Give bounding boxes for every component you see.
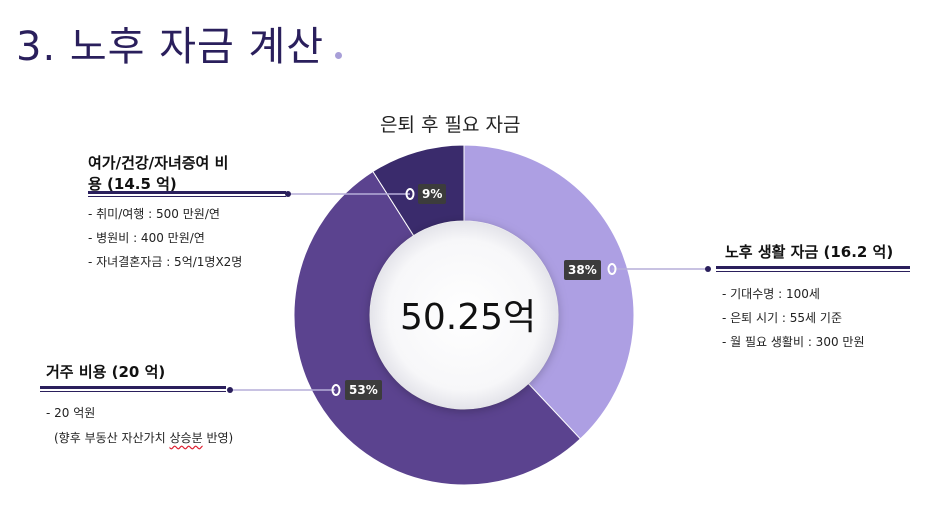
housing-heading-rule-thin (40, 391, 226, 392)
living-heading: 노후 생활 자금 (16.2 억) (725, 243, 894, 261)
donut-center-disc (370, 221, 558, 409)
chart-title: 은퇴 후 필요 자금 (380, 114, 521, 136)
housing-note-marked: 상승분 (169, 431, 203, 445)
page-title: 3. 노후 자금 계산 (16, 24, 325, 70)
leader-dot-living (705, 266, 711, 272)
marker-ring-leisure (405, 188, 415, 200)
housing-heading-rule (40, 386, 226, 389)
housing-note: (향후 부동산 자산가치 상승분 반영) (54, 429, 233, 446)
housing-note-prefix: (향후 부동산 자산가치 (54, 431, 170, 445)
pct-label-leisure: 9% (418, 184, 447, 204)
list-item: - 은퇴 시기 : 55세 기준 (722, 311, 842, 325)
leisure-items: - 취미/여행 : 500 만원/연 - 병원비 : 400 만원/연 - 자녀… (88, 202, 242, 274)
pct-label-housing: 53% (345, 380, 382, 400)
leisure-heading: 여가/건강/자녀증여 비 용 (14.5 억) (88, 153, 228, 195)
housing-note-suffix: 반영) (202, 431, 234, 445)
leisure-heading-rule (88, 191, 286, 194)
list-item: - 취미/여행 : 500 만원/연 (88, 207, 220, 221)
pct-label-living: 38% (564, 260, 601, 280)
leisure-heading-rule-thin (88, 196, 286, 197)
leisure-heading-line2: 용 (14.5 억) (88, 175, 177, 193)
living-heading-rule-thin (716, 271, 910, 272)
list-item: - 자녀결혼자금 : 5억/1명X2명 (88, 255, 243, 269)
marker-ring-living (607, 263, 617, 275)
marker-ring-housing (331, 384, 341, 396)
housing-item: - 20 억원 (46, 406, 96, 420)
housing-heading: 거주 비용 (20 억) (46, 363, 166, 381)
leader-dot-leisure (285, 191, 291, 197)
living-heading-rule (716, 266, 910, 269)
center-total-label: 50.25억 (400, 297, 537, 338)
list-item: - 월 필요 생활비 : 300 만원 (722, 335, 865, 349)
list-item: - 병원비 : 400 만원/연 (88, 231, 205, 245)
living-items: - 기대수명 : 100세 - 은퇴 시기 : 55세 기준 - 월 필요 생활… (722, 282, 865, 354)
leisure-heading-line1: 여가/건강/자녀증여 비 (88, 154, 229, 172)
leader-dot-housing (227, 387, 233, 393)
title-dot (335, 52, 342, 59)
list-item: - 기대수명 : 100세 (722, 287, 820, 301)
